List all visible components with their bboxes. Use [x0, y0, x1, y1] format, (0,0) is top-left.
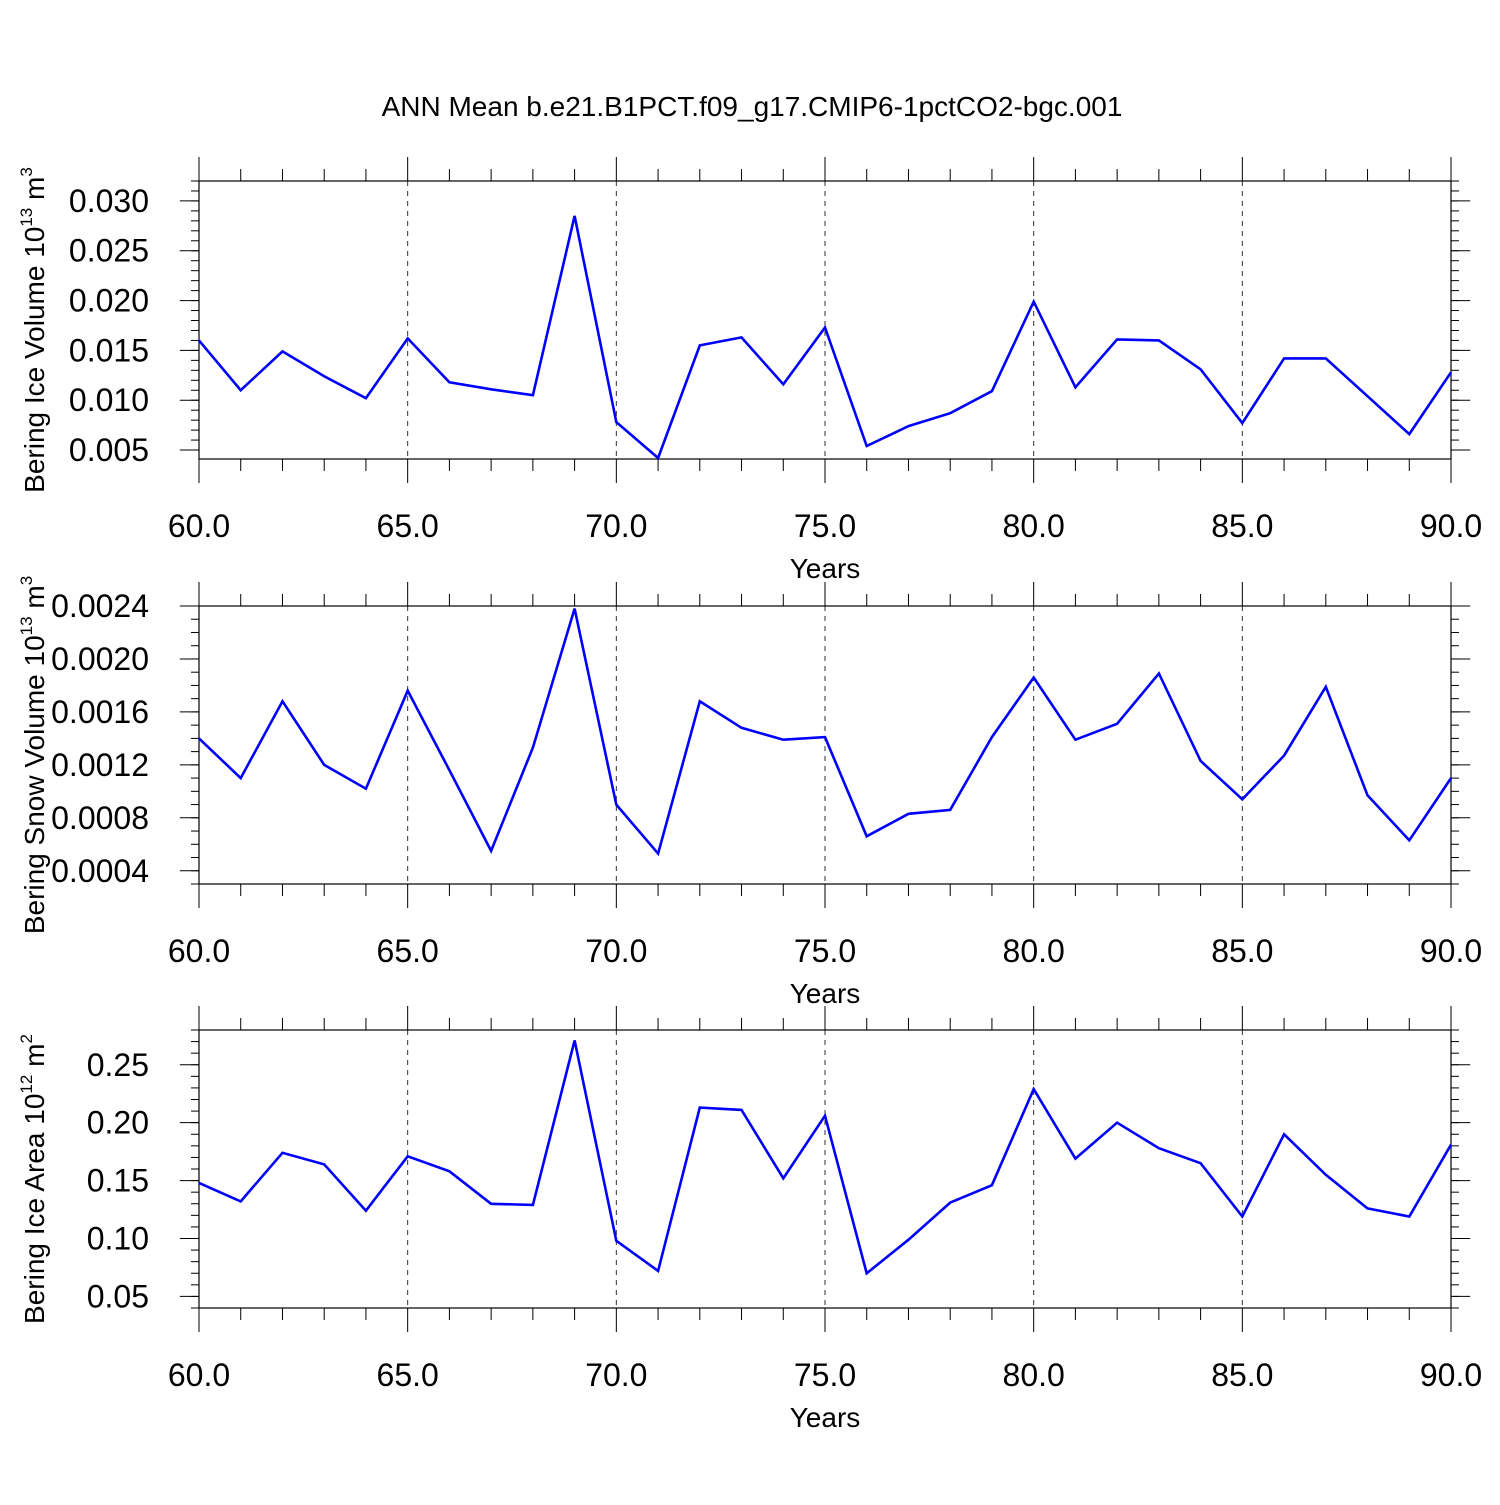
y-axis-label-unit: m [19, 585, 50, 616]
y-tick-label: 0.030 [69, 183, 149, 219]
y-tick-label: 0.010 [69, 382, 149, 418]
y-axis-label-main: Bering Snow Volume 10 [19, 635, 50, 934]
x-axis-label: Years [790, 978, 861, 1009]
y-tick-label: 0.0016 [51, 694, 149, 730]
chart-panel-1: 0.005 0.010 0.015 0.020 0.025 0.030 60.0 65.0 70… [17, 157, 1482, 584]
x-tick-label: 75.0 [794, 933, 856, 969]
y-axis-label-unit-exponent: 2 [17, 1034, 36, 1043]
chart-panel-2: 0.0004 0.0008 0.0012 0.0016 0.0020 0.0024 60.0… [17, 576, 1482, 1009]
series-line-1 [199, 1040, 1451, 1273]
y-axis-label-main: Bering Ice Area 10 [19, 1094, 50, 1324]
y-axis-label-unit-exponent: 3 [17, 576, 36, 585]
chart-panels: 0.005 0.010 0.015 0.020 0.025 0.030 60.0 65.0 70… [17, 157, 1482, 1433]
x-tick-label: 60.0 [168, 1357, 230, 1393]
y-axis-label-main: Bering Ice Volume 10 [19, 227, 50, 493]
x-axis-label: Years [790, 553, 861, 584]
y-tick-label: 0.0004 [51, 853, 149, 889]
x-tick-label: 65.0 [377, 1357, 439, 1393]
y-tick-label: 0.015 [69, 332, 149, 368]
y-axis-label: Bering Snow Volume 1013 m3 [17, 576, 50, 934]
x-tick-label: 65.0 [377, 508, 439, 544]
y-tick-label: 0.0008 [51, 800, 149, 836]
x-tick-label: 85.0 [1211, 1357, 1273, 1393]
y-tick-label: 0.025 [69, 233, 149, 269]
x-tick-label: 90.0 [1420, 508, 1482, 544]
x-tick-label: 80.0 [1003, 933, 1065, 969]
x-tick-label: 80.0 [1003, 1357, 1065, 1393]
y-tick-label: 0.0024 [51, 588, 149, 624]
x-tick-label: 60.0 [168, 508, 230, 544]
x-axis-label: Years [790, 1402, 861, 1433]
y-tick-label: 0.25 [87, 1047, 149, 1083]
y-axis-label-exponent: 13 [17, 616, 36, 635]
y-axis-label-unit-exponent: 3 [17, 167, 36, 176]
x-tick-label: 75.0 [794, 508, 856, 544]
y-axis-label: Bering Ice Volume 1013 m3 [17, 167, 50, 493]
y-tick-label: 0.0020 [51, 641, 149, 677]
y-tick-label: 0.10 [87, 1221, 149, 1257]
y-axis-label: Bering Ice Area 1012 m2 [17, 1034, 50, 1324]
y-tick-label: 0.20 [87, 1105, 149, 1141]
x-tick-label: 70.0 [585, 933, 647, 969]
x-tick-label: 70.0 [585, 1357, 647, 1393]
x-tick-label: 65.0 [377, 933, 439, 969]
y-tick-label: 0.020 [69, 283, 149, 319]
x-tick-label: 60.0 [168, 933, 230, 969]
y-tick-label: 0.0012 [51, 747, 149, 783]
y-axis-label-unit: m [19, 1044, 50, 1075]
chart-panel-3: 0.05 0.10 0.15 0.20 0.25 60.0 65.0 70.0 75.0 80.0… [17, 1006, 1482, 1433]
x-tick-label: 85.0 [1211, 933, 1273, 969]
x-tick-label: 90.0 [1420, 933, 1482, 969]
x-tick-label: 70.0 [585, 508, 647, 544]
x-tick-label: 75.0 [794, 1357, 856, 1393]
y-axis-label-unit: m [19, 177, 50, 208]
x-tick-label: 85.0 [1211, 508, 1273, 544]
chart-title: ANN Mean b.e21.B1PCT.f09_g17.CMIP6-1pctC… [382, 91, 1123, 122]
y-tick-label: 0.05 [87, 1278, 149, 1314]
y-axis-label-exponent: 13 [17, 208, 36, 227]
x-tick-label: 80.0 [1003, 508, 1065, 544]
y-tick-label: 0.15 [87, 1163, 149, 1199]
y-axis-label-exponent: 12 [17, 1075, 36, 1094]
y-tick-label: 0.005 [69, 432, 149, 468]
x-tick-label: 90.0 [1420, 1357, 1482, 1393]
